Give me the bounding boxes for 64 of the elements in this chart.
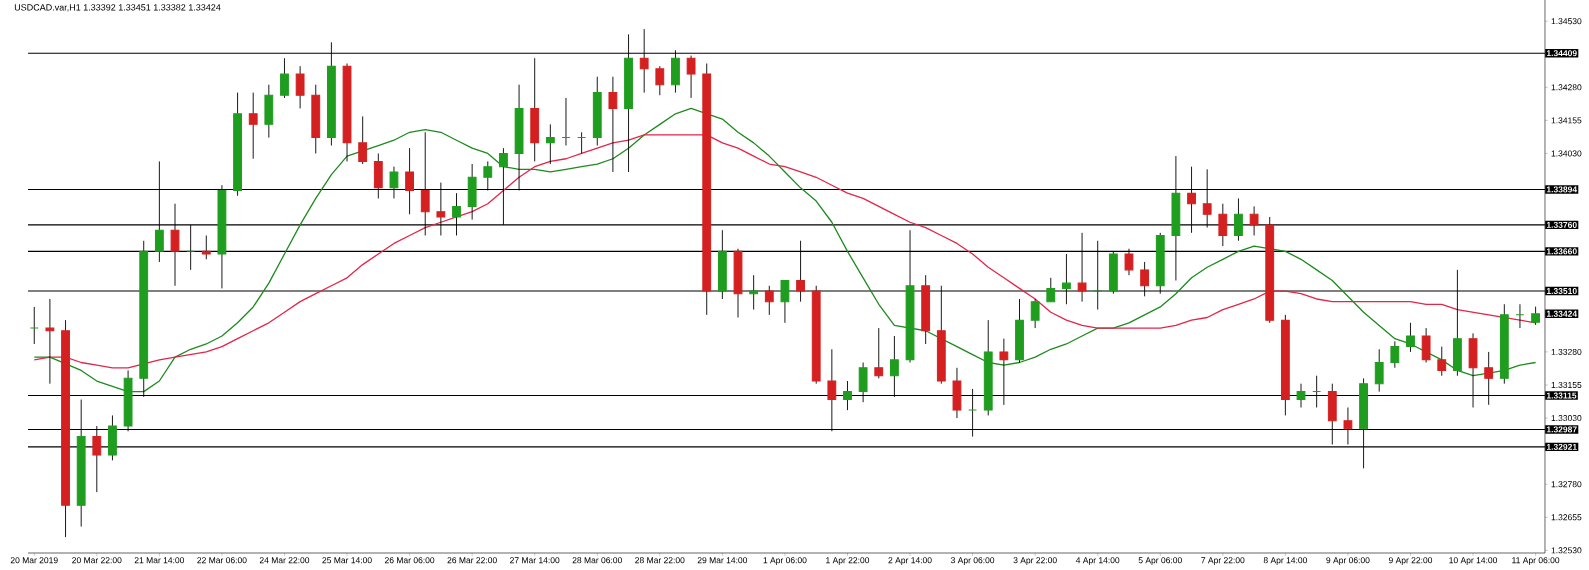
ref-line-label: 1.33660 xyxy=(1546,248,1577,255)
ref-line-label: 1.33115 xyxy=(1546,392,1577,399)
candlestick xyxy=(1390,340,1400,369)
y-tick-label: 1.34155 xyxy=(1551,117,1582,124)
x-tick-label: 26 Mar 22:00 xyxy=(447,557,497,564)
ref-line-label: 1.32921 xyxy=(1546,443,1577,450)
y-tick-label: 1.32780 xyxy=(1551,481,1582,488)
candlestick xyxy=(1030,298,1040,329)
ref-line-label: 1.33894 xyxy=(1546,186,1578,193)
candlestick xyxy=(1515,303,1525,329)
candlestick xyxy=(545,123,555,165)
x-tick-label: 8 Apr 14:00 xyxy=(1263,557,1307,565)
candlestick xyxy=(1531,306,1541,326)
x-tick-label: 7 Apr 22:00 xyxy=(1201,557,1245,565)
x-tick-label: 3 Apr 06:00 xyxy=(950,557,995,565)
y-tick-label: 1.34280 xyxy=(1551,84,1582,91)
x-tick-label: 10 Apr 14:00 xyxy=(1449,557,1498,565)
candlestick xyxy=(45,298,55,385)
chart-title: USDCAD.var,H1 1.33392 1.33451 1.33382 1.33424 xyxy=(14,4,221,12)
y-tick-label: 1.33155 xyxy=(1551,381,1582,388)
y-tick-label: 1.32530 xyxy=(1551,547,1582,554)
ref-line-label: 1.33510 xyxy=(1546,288,1577,295)
y-tick-label: 1.34530 xyxy=(1551,18,1582,25)
x-tick-label: 2 Apr 14:00 xyxy=(888,557,932,565)
x-tick-label: 28 Mar 06:00 xyxy=(572,557,622,564)
candlestick xyxy=(1406,322,1415,353)
candlestick xyxy=(1421,327,1431,363)
x-tick-label: 20 Mar 22:00 xyxy=(72,557,122,564)
x-tick-label: 3 Apr 22:00 xyxy=(1013,557,1057,565)
x-tick-label: 9 Apr 06:00 xyxy=(1326,557,1370,565)
x-tick-label: 1 Apr 06:00 xyxy=(763,557,807,565)
candlestick xyxy=(655,65,665,96)
x-tick-label: 11 Apr 06:00 xyxy=(1512,557,1560,565)
x-tick-label: 20 Mar 2019 xyxy=(10,557,58,564)
x-tick-label: 21 Mar 14:00 xyxy=(134,557,185,564)
candlestick xyxy=(29,306,39,345)
x-tick-label: 28 Mar 22:00 xyxy=(635,557,685,564)
candlestick xyxy=(686,55,696,99)
x-tick-label: 22 Mar 06:00 xyxy=(197,557,247,564)
text: 1.33424 xyxy=(1546,310,1578,317)
y-tick-label: 1.33030 xyxy=(1551,415,1582,422)
candlestick xyxy=(248,92,258,160)
x-tick-label: 29 Mar 14:00 xyxy=(697,557,748,564)
ref-line-label: 1.33760 xyxy=(1546,221,1577,228)
candlestick xyxy=(608,76,618,173)
x-tick-label: 5 Apr 06:00 xyxy=(1138,557,1182,565)
x-tick-label: 4 Apr 14:00 xyxy=(1075,557,1120,565)
x-tick-label: 27 Mar 14:00 xyxy=(510,557,560,564)
x-tick-label: 1 Apr 22:00 xyxy=(826,557,870,565)
candlestick xyxy=(280,57,289,99)
ref-line-label: 1.34409 xyxy=(1546,50,1577,57)
y-tick-label: 1.32655 xyxy=(1551,514,1582,521)
candlestick xyxy=(295,65,305,109)
candlestick xyxy=(1374,348,1384,393)
candlestick xyxy=(1437,346,1447,377)
x-tick-label: 26 Mar 06:00 xyxy=(384,557,435,564)
candlestick xyxy=(874,327,884,379)
y-tick-label: 1.33280 xyxy=(1551,348,1582,355)
ref-line-label: 1.32987 xyxy=(1546,426,1577,433)
x-tick-label: 24 Mar 22:00 xyxy=(259,557,310,564)
y-tick-label: 1.34030 xyxy=(1551,150,1582,157)
candlestick xyxy=(358,115,368,165)
x-tick-label: 25 Mar 14:00 xyxy=(322,557,372,564)
x-tick-label: 9 Apr 22:00 xyxy=(1388,557,1433,565)
